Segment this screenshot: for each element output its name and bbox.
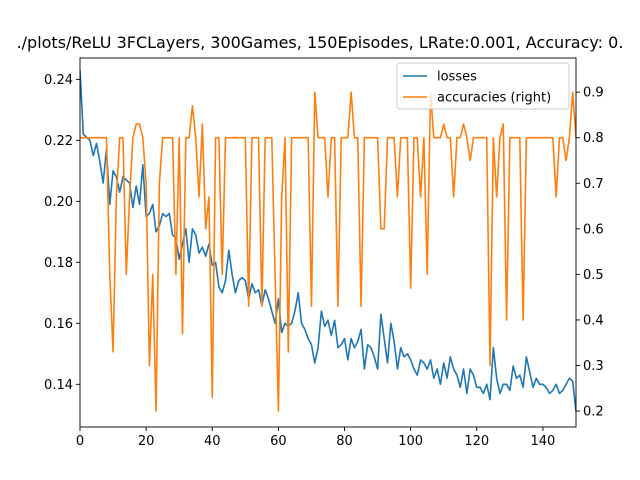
- plot-area: [80, 70, 576, 412]
- axes-frame: [79, 57, 577, 428]
- chart-title: ./plots/ReLU 3FCLayers, 300Games, 150Epi…: [17, 33, 624, 52]
- y-left-tick-label: 0.20: [44, 195, 73, 210]
- x-tick-label: 20: [138, 434, 155, 449]
- y-right-tick-label: 0.2: [583, 405, 604, 420]
- series-line-losses: [80, 70, 576, 412]
- legend-label-losses: losses: [437, 70, 477, 85]
- y-left-tick-label: 0.14: [44, 378, 73, 393]
- x-tick-label: 60: [270, 434, 287, 449]
- y-right-tick-label: 0.5: [583, 268, 604, 283]
- legend-label-accuracies: accuracies (right): [437, 91, 551, 106]
- y-left-tick-label: 0.18: [44, 256, 73, 271]
- y-left-tick-label: 0.16: [44, 317, 73, 332]
- x-tick-label: 120: [464, 434, 489, 449]
- legend-box: [396, 62, 570, 110]
- x-tick-label: 40: [204, 434, 221, 449]
- x-tick-label: 80: [336, 434, 353, 449]
- series-line-accuracies: [80, 91, 576, 412]
- y-right-tick-label: 0.9: [583, 86, 604, 101]
- y-right-tick-label: 0.6: [583, 222, 604, 237]
- y-left-tick-label: 0.22: [44, 134, 73, 149]
- y-right-tick-label: 0.8: [583, 131, 604, 146]
- x-tick-label: 0: [76, 434, 84, 449]
- y-right-tick-label: 0.7: [583, 177, 604, 192]
- axes: 0 20 40 60 80 100 120 140 0.14 0.16 0.18 0.20 0.22 0.…: [44, 57, 604, 449]
- y-left-tick-label: 0.24: [44, 73, 73, 88]
- legend: losses accuracies (right): [396, 62, 570, 110]
- y-right-tick-label: 0.4: [583, 313, 604, 328]
- x-tick-label: 100: [398, 434, 423, 449]
- x-tick-label: 140: [531, 434, 556, 449]
- y-right-tick-label: 0.3: [583, 359, 604, 374]
